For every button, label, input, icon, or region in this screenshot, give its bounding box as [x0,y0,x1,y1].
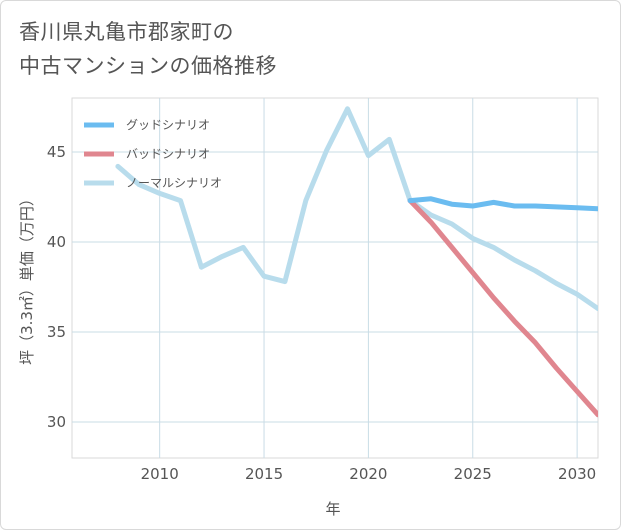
legend-label-2: ノーマルシナリオ [126,176,222,190]
x-axis-ticks: 2010 2015 2020 2025 2030 [141,465,597,483]
y-axis-label: 坪（3.3㎡）単価（万円） [18,191,36,365]
x-tick-label: 2025 [454,465,492,483]
legend-label-1: バッドシナリオ [126,147,210,161]
y-axis-ticks: 30 35 40 45 [47,143,66,431]
x-axis-label: 年 [325,500,340,518]
legend-label-0: グッドシナリオ [126,118,210,132]
series-lines [115,106,598,418]
y-tick-label: 45 [47,143,66,161]
x-tick-label: 2030 [558,465,596,483]
y-tick-label: 30 [47,413,66,431]
y-tick-label: 40 [47,233,66,251]
x-tick-label: 2010 [141,465,179,483]
grid-lines [72,98,598,458]
series-line-1 [407,198,598,418]
chart-title-line-1: 香川県丸亀市郡家町の [19,20,234,44]
chart-title-line-2: 中古マンションの価格推移 [19,54,277,78]
x-tick-label: 2020 [349,465,387,483]
series-line-2 [115,106,598,312]
chart-title: 香川県丸亀市郡家町の 中古マンションの価格推移 [19,15,277,83]
y-tick-label: 35 [47,323,66,341]
x-tick-label: 2015 [245,465,283,483]
series-line-0 [407,196,598,212]
